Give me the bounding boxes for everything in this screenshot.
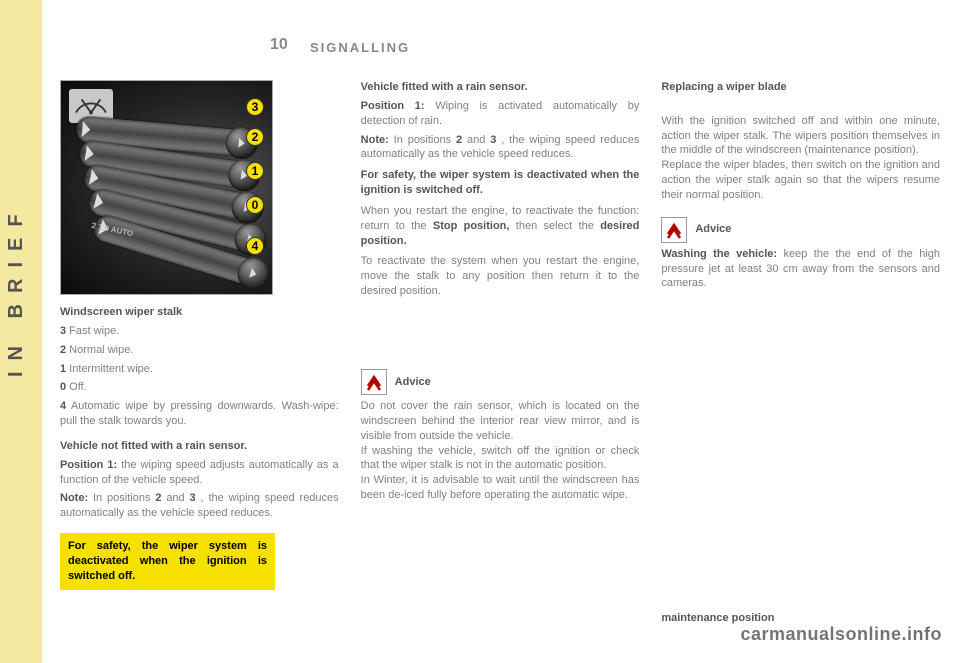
list-text: Off. bbox=[66, 381, 87, 393]
diagram-marker: 0 bbox=[246, 196, 264, 214]
diagram-marker: 4 bbox=[246, 237, 264, 255]
chevron-icon bbox=[361, 369, 387, 395]
page: IN BRIEF 10 SIGNALLING 2 bbox=[0, 0, 960, 663]
list-text: Fast wipe. bbox=[66, 325, 119, 337]
wash-heading: Washing the vehicle: bbox=[661, 248, 777, 260]
restart-body: To reactivate the system when you restar… bbox=[361, 254, 640, 299]
note-heading: Note: bbox=[361, 134, 389, 146]
note-n3: 3 bbox=[190, 492, 196, 504]
pos1-heading: Position 1: bbox=[60, 459, 117, 471]
advice-heading: Advice bbox=[395, 375, 431, 390]
note-mid: and bbox=[166, 492, 189, 504]
maintenance-position-label: maintenance position bbox=[661, 612, 774, 624]
diagram-marker: 2 bbox=[246, 128, 264, 146]
list-text: Normal wipe. bbox=[66, 344, 133, 356]
note-text: In positions bbox=[394, 134, 456, 146]
column-1: 2 1 0 AUTO Windscreen wiper stalk 3 Fast… bbox=[60, 80, 339, 643]
page-number: 10 bbox=[270, 36, 288, 54]
replace-body: With the ignition switched off and withi… bbox=[661, 99, 940, 203]
note-heading: Note: bbox=[60, 492, 88, 504]
replace-heading: Replacing a wiper blade bbox=[661, 81, 786, 93]
content-area: 2 1 0 AUTO Windscreen wiper stalk 3 Fast… bbox=[60, 80, 940, 643]
restart-mid: then select the bbox=[516, 220, 600, 232]
watermark: carmanualsonline.info bbox=[740, 624, 942, 645]
safety-text: For safety, the wiper system is deactiva… bbox=[361, 169, 640, 196]
note-n2: 2 bbox=[155, 492, 161, 504]
diagram-marker: 3 bbox=[246, 98, 264, 116]
section-title: SIGNALLING bbox=[310, 40, 410, 55]
advice-heading: Advice bbox=[695, 222, 731, 237]
note-n3: 3 bbox=[490, 134, 496, 146]
diagram-marker: 1 bbox=[246, 162, 264, 180]
side-tab-label: IN BRIEF bbox=[5, 180, 35, 400]
column-2: Vehicle fitted with a rain sensor. Posit… bbox=[361, 80, 640, 643]
note-mid: and bbox=[467, 134, 490, 146]
stop-position: Stop position, bbox=[433, 220, 510, 232]
list-text: Intermittent wipe. bbox=[66, 363, 153, 375]
note-text: In positions bbox=[93, 492, 155, 504]
chevron-icon bbox=[661, 217, 687, 243]
heading-rain-sensor: Vehicle fitted with a rain sensor. bbox=[361, 81, 528, 93]
wiper-stalk-diagram: 2 1 0 AUTO bbox=[60, 80, 273, 295]
safety-warning-box: For safety, the wiper system is deactiva… bbox=[60, 533, 275, 590]
note-n2: 2 bbox=[456, 134, 462, 146]
pos1-heading: Position 1: bbox=[361, 100, 425, 112]
heading-wiper-stalk: Windscreen wiper stalk bbox=[60, 306, 182, 318]
advice-body: Do not cover the rain sensor, which is l… bbox=[361, 399, 640, 503]
column-3: Replacing a wiper blade With the ignitio… bbox=[661, 80, 940, 643]
heading-no-rain-sensor: Vehicle not fitted with a rain sensor. bbox=[60, 440, 247, 452]
list-text: Automatic wipe by pressing downwards. Wa… bbox=[60, 400, 339, 427]
sidebar: IN BRIEF bbox=[0, 0, 42, 663]
replace-body-text: With the ignition switched off and withi… bbox=[661, 115, 940, 201]
